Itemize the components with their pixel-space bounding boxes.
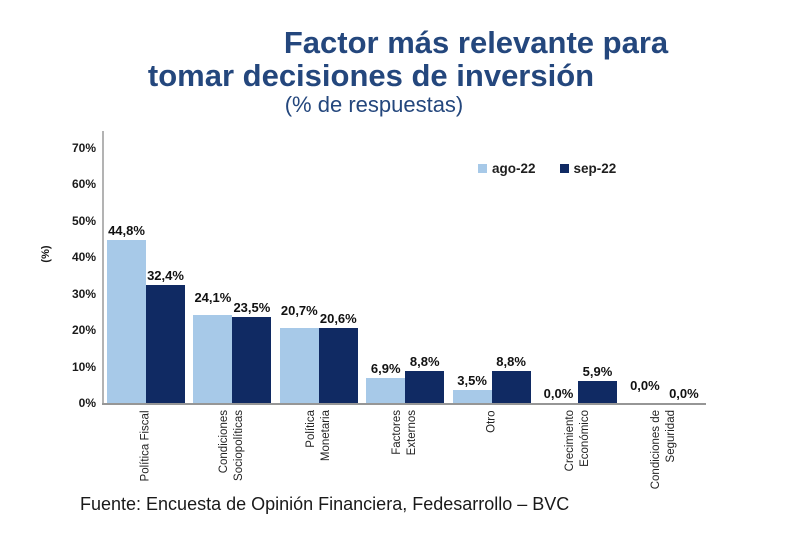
source-note: Fuente: Encuesta de Opinión Financiera, … <box>80 494 570 514</box>
x-tick-label: Condiciones de Seguridad <box>650 410 678 490</box>
value-label: 0,0% <box>543 386 574 401</box>
value-label: 20,6% <box>319 310 357 326</box>
legend-item-sep-22: sep-22 <box>559 161 617 176</box>
legend-label: sep-22 <box>573 161 617 176</box>
value-label: 32,4% <box>147 267 184 283</box>
value-label: 24,1% <box>194 290 232 306</box>
chart-title-line2: tomar decisiones de inversión <box>147 58 595 93</box>
value-label: 20,7% <box>280 302 318 318</box>
bar-sep-22-4 <box>491 370 531 403</box>
x-axis-line <box>102 403 706 405</box>
y-tick-label: 50% <box>71 213 96 228</box>
y-axis-line <box>102 131 104 404</box>
value-label: 6,9% <box>370 360 401 376</box>
value-label: 0,0% <box>630 378 660 393</box>
bar-ago-22-1 <box>193 315 233 403</box>
bar-sep-22-3 <box>405 370 445 403</box>
value-label: 5,9% <box>582 364 613 380</box>
bar-sep-22-5 <box>578 381 617 403</box>
legend-label: ago-22 <box>492 161 536 176</box>
y-tick-label: 60% <box>71 177 96 192</box>
bar-sep-22-0 <box>146 284 185 403</box>
value-label: 8,8% <box>409 353 440 369</box>
y-tick-label: 20% <box>71 323 96 338</box>
value-label: 44,8% <box>108 222 145 238</box>
value-label: 3,5% <box>457 373 487 389</box>
bar-ago-22-4 <box>452 390 492 403</box>
bar-sep-22-2 <box>318 327 358 403</box>
legend-swatch-icon <box>559 164 569 173</box>
bar-ago-22-0 <box>107 239 146 403</box>
y-tick-label: 10% <box>71 359 96 374</box>
y-axis-title: (%) <box>40 245 52 263</box>
y-tick-label: 30% <box>71 286 96 301</box>
value-label: 8,8% <box>496 353 526 369</box>
legend-item-ago-22: ago-22 <box>478 161 536 176</box>
bar-ago-22-2 <box>279 327 319 403</box>
y-tick-label: 70% <box>71 140 96 155</box>
value-label: 0,0% <box>669 386 699 401</box>
y-tick-label: 0% <box>78 396 96 410</box>
legend-swatch-icon <box>478 164 487 173</box>
value-label: 23,5% <box>233 300 271 316</box>
bar-sep-22-1 <box>232 317 272 403</box>
chart-subtitle: (% de respuestas) <box>284 92 464 117</box>
legend: ago-22 sep-22 <box>478 161 616 176</box>
chart-title-line1: Factor más relevante para <box>283 25 669 60</box>
bar-ago-22-3 <box>366 377 406 403</box>
y-tick-label: 40% <box>71 250 96 265</box>
